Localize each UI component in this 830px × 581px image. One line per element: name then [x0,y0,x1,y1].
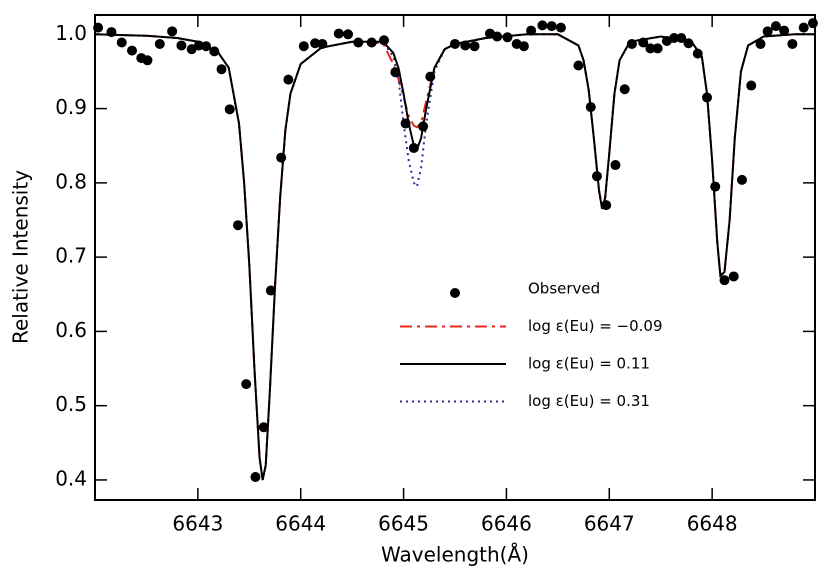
observed-point [106,27,117,38]
y-tick-label: 0.6 [55,318,87,342]
observed-point [669,33,680,44]
y-tick-label: 1.0 [55,21,87,45]
observed-point [645,43,656,54]
observed-point [610,160,621,171]
observed-point [710,181,721,192]
x-tick-label: 6647 [584,512,635,536]
observed-point [379,35,390,46]
observed-point [537,20,548,31]
observed-point [366,37,377,48]
observed-point [526,25,537,36]
observed-point [232,220,243,231]
observed-point [807,18,818,29]
y-tick-label: 0.8 [55,169,87,193]
observed-point [626,38,637,49]
y-axis-label: Relative Intensity [9,170,33,344]
y-tick-label: 0.4 [55,466,87,490]
observed-point [518,41,529,52]
observed-point [746,80,757,91]
observed-point [224,104,235,115]
observed-point [333,28,344,39]
observed-point [283,74,294,85]
observed-point [209,46,220,57]
observed-point [787,38,798,49]
observed-point [755,38,766,49]
observed-point [469,41,480,52]
x-tick-label: 6648 [687,512,738,536]
x-axis-label: Wavelength(Å) [381,543,529,567]
observed-point [250,471,261,482]
observed-point [728,271,739,282]
observed-point [343,29,354,40]
observed-point [142,55,153,66]
observed-point [779,25,790,36]
legend-label: Observed [528,280,600,298]
observed-point [258,422,269,433]
observed-point [555,22,566,33]
observed-point [425,71,436,82]
observed-point [167,26,178,37]
observed-point [692,48,703,59]
observed-point [127,45,138,56]
series-layer [94,33,815,481]
observed-point [353,37,364,48]
observed-point [154,38,165,49]
observed-point [762,26,773,37]
observed-point [683,38,694,49]
observed-point [310,38,321,49]
observed-point [265,285,276,296]
observed-point [241,379,252,390]
observed-point [573,60,584,71]
points-layer [93,18,818,482]
observed-point [619,84,630,95]
synthetic-spectrum [94,33,815,481]
observed-point [702,92,712,103]
x-tick-label: 6644 [275,512,326,536]
observed-point [317,38,328,49]
observed-point [116,37,127,48]
observed-point [798,22,809,33]
observed-point [400,118,411,129]
y-tick-label: 0.7 [55,244,87,268]
y-tick-label: 0.9 [55,95,87,119]
observed-point [216,64,227,75]
observed-point [676,33,687,44]
observed-point [601,200,612,211]
legend-marker [450,288,460,298]
legend-label: log ε(Eu) = −0.09 [528,317,663,335]
observed-point [492,31,503,42]
observed-point [502,32,513,43]
x-tick-label: 6643 [172,512,223,536]
x-tick-label: 6645 [378,512,429,536]
x-tick-label: 6646 [481,512,532,536]
observed-point [770,21,781,32]
observed-point [591,171,602,182]
observed-point [298,41,309,52]
observed-point [176,40,187,51]
observed-point [546,21,557,32]
observed-point [450,38,460,49]
observed-point [193,40,204,51]
observed-point [585,102,596,113]
observed-point [638,37,649,48]
observed-point [390,67,401,78]
observed-point [460,40,471,51]
observed-point [408,142,419,153]
observed-point [652,43,663,54]
observed-point [736,174,747,185]
observed-point [276,152,287,163]
legend-label: log ε(Eu) = 0.31 [528,392,650,410]
observed-point [418,121,429,132]
observed-point [201,41,212,52]
y-tick-label: 0.5 [55,392,87,416]
legend-label: log ε(Eu) = 0.11 [528,355,650,373]
observed-point [719,275,730,286]
